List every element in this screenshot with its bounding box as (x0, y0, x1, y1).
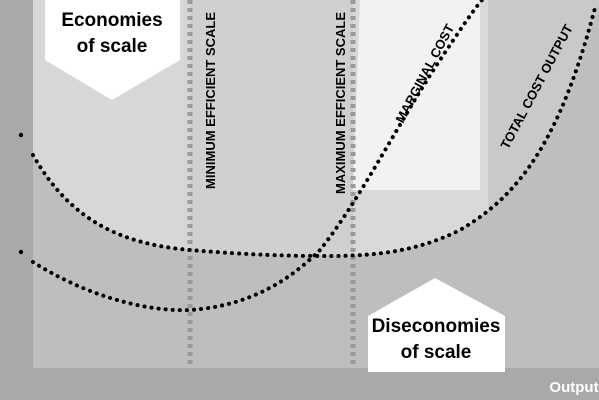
economies-label-line2: of scale (77, 36, 148, 57)
economies-label-line1: Economies (61, 10, 162, 31)
axis-tick-upper (18, 132, 24, 138)
marginal-cost-curve (31, 0, 484, 313)
diseconomies-label-line2: of scale (401, 342, 472, 363)
axis-tick-lower (18, 249, 24, 255)
economies-callout (45, 0, 180, 100)
total-cost-curve (31, 6, 597, 259)
min-efficient-scale-label: MINIMUM EFFICIENT SCALE (203, 12, 218, 189)
max-efficient-scale-label: MAXIMUM EFFICIENT SCALE (333, 12, 348, 194)
diseconomies-label-line1: Diseconomies (372, 316, 501, 337)
area-under-total-cost (33, 5, 599, 368)
x-axis-label: Output (549, 379, 598, 396)
diseconomies-callout (368, 278, 505, 372)
